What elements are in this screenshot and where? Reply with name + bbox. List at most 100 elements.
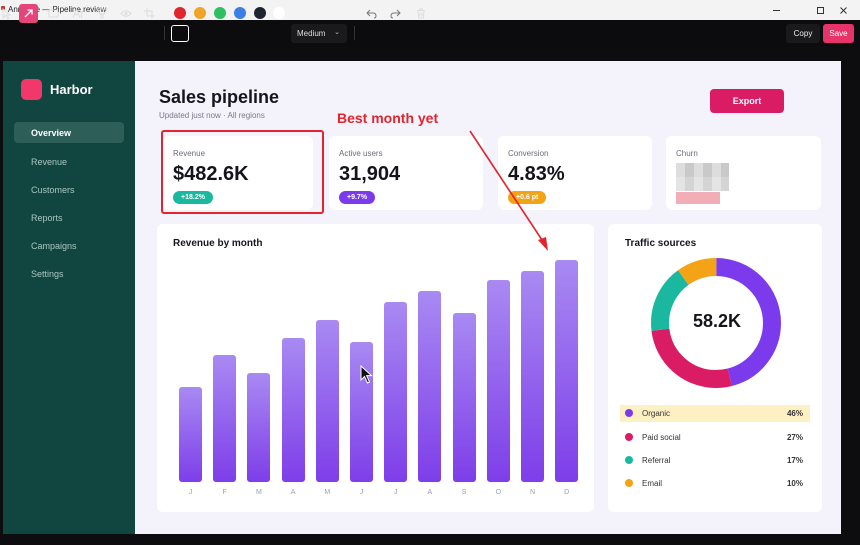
legend-row-email: Email 10%: [620, 475, 810, 492]
sidebar-item-reports[interactable]: Reports: [31, 212, 63, 223]
kpi-delta-badge: +18.2%: [173, 191, 213, 204]
legend-dot: [625, 409, 633, 417]
traffic-total: 58.2K: [692, 311, 742, 331]
color-swatch-green[interactable]: [214, 7, 226, 19]
revenue-bar: [418, 291, 442, 482]
legend-row-organic: Organic 46%: [620, 405, 810, 422]
revenue-bar: [452, 313, 476, 482]
chevron-down-icon: ⌄: [334, 29, 340, 36]
month-tick-label: N: [529, 489, 536, 496]
blur-tool-button[interactable]: [116, 4, 135, 23]
kpi-card-churn: Churn: [666, 136, 821, 210]
logo-icon: [21, 79, 42, 100]
save-button[interactable]: Save: [823, 24, 854, 43]
sidebar-item-campaigns[interactable]: Campaigns: [31, 240, 77, 251]
crop-tool-button[interactable]: [140, 4, 159, 23]
kpi-delta-badge: +0.6 pt: [508, 191, 547, 204]
copy-button[interactable]: Copy: [786, 24, 820, 43]
color-swatch-orange[interactable]: [194, 7, 206, 19]
legend-percent: 17%: [786, 456, 803, 465]
window-title: Annotate — Pipeline review: [8, 5, 107, 14]
kpi-card-active-users: Active users 31,904 +9.7%: [329, 136, 483, 210]
color-swatch-navy[interactable]: [254, 7, 266, 19]
maximize-button[interactable]: [803, 1, 837, 19]
mouse-cursor-icon: [360, 365, 373, 384]
kpi-value: 31,904: [339, 163, 401, 185]
redo-button[interactable]: [386, 4, 405, 23]
kpi-value: $482.6K: [173, 163, 249, 185]
donut-slice-organic: [651, 258, 781, 388]
revenue-bar: [213, 355, 237, 482]
kpi-card-revenue: Revenue $482.6K +18.2%: [163, 136, 313, 210]
undo-button[interactable]: [362, 4, 381, 23]
legend-dot: [625, 456, 633, 464]
export-button[interactable]: Export: [710, 89, 784, 113]
redacted-value: [676, 163, 729, 177]
minimize-icon: [772, 9, 780, 11]
traffic-sources-title: Traffic sources: [625, 238, 697, 249]
month-tick-label: O: [495, 489, 502, 496]
revenue-bar: [486, 279, 510, 482]
month-tick-label: A: [427, 489, 433, 496]
traffic-donut-chart: [651, 258, 781, 388]
color-swatch-white[interactable]: [273, 7, 285, 19]
kpi-label: Active users: [339, 149, 383, 158]
month-tick-label: M: [324, 489, 331, 496]
revenue-bar: [247, 373, 271, 482]
sidebar-item-revenue[interactable]: Revenue: [31, 156, 68, 167]
select-tool-button[interactable]: [0, 4, 12, 23]
legend-name: Organic: [642, 409, 671, 418]
legend-dot: [625, 433, 633, 441]
brand-name: Harbor: [50, 82, 93, 97]
revenue-chart-title: Revenue by month: [173, 238, 263, 249]
close-icon: [839, 6, 847, 14]
kpi-delta-badge: +9.7%: [339, 191, 376, 204]
minimize-button[interactable]: [759, 1, 793, 19]
color-swatch-red[interactable]: [174, 7, 186, 19]
sidebar-item-customers[interactable]: Customers: [31, 184, 75, 195]
stroke-size-select[interactable]: Medium ⌄: [291, 24, 347, 43]
revenue-bar: [315, 319, 339, 482]
month-tick-label: D: [564, 489, 570, 496]
donut-slice-paid-social: [651, 258, 781, 388]
sidebar-item-settings[interactable]: Settings: [31, 268, 64, 279]
legend-row-referral: Referral 17%: [620, 452, 810, 469]
donut-slice-email: [651, 258, 781, 388]
rectangle-tool-button[interactable]: [44, 4, 63, 23]
toolbar-divider: [354, 26, 355, 40]
arrow-icon: [24, 9, 33, 18]
month-tick-label: S: [461, 489, 467, 496]
text-tool-button[interactable]: [68, 4, 87, 23]
month-tick-label: J: [393, 489, 398, 496]
legend-name: Referral: [642, 456, 671, 465]
annotation-highlight-box[interactable]: [161, 130, 324, 214]
month-tick-label: J: [188, 489, 193, 496]
page-title: Sales pipeline: [159, 87, 280, 107]
maximize-icon: [816, 6, 824, 14]
eye-icon: [119, 10, 132, 17]
donut-slice-referral: [651, 258, 781, 388]
delete-button[interactable]: [411, 4, 430, 23]
annotation-label[interactable]: Best month yet: [337, 110, 439, 126]
legend-percent: 27%: [786, 433, 803, 442]
stroke-size-value: Medium: [297, 29, 326, 38]
crop-icon: [144, 8, 155, 19]
pointer-icon: [2, 7, 11, 20]
kpi-value: 4.83%: [508, 163, 565, 185]
kpi-label: Churn: [676, 149, 698, 158]
highlight-tool-button[interactable]: [92, 4, 111, 23]
arrow-tool-button[interactable]: [19, 4, 38, 23]
page-subtitle: Updated just now · All regions: [159, 111, 265, 120]
month-tick-label: A: [290, 489, 296, 496]
highlighter-icon: [95, 8, 108, 19]
rectangle-icon: [48, 9, 59, 18]
toolbar-divider: [164, 26, 165, 40]
kpi-label: Conversion: [508, 149, 549, 158]
month-tick-label: J: [359, 489, 364, 496]
legend-name: Paid social: [642, 433, 681, 442]
revenue-bar: [179, 386, 202, 482]
color-swatch-blue[interactable]: [234, 7, 246, 19]
revenue-bar: [350, 342, 373, 482]
sidebar-item-overview[interactable]: Overview: [14, 122, 124, 143]
close-window-button[interactable]: [826, 1, 860, 19]
